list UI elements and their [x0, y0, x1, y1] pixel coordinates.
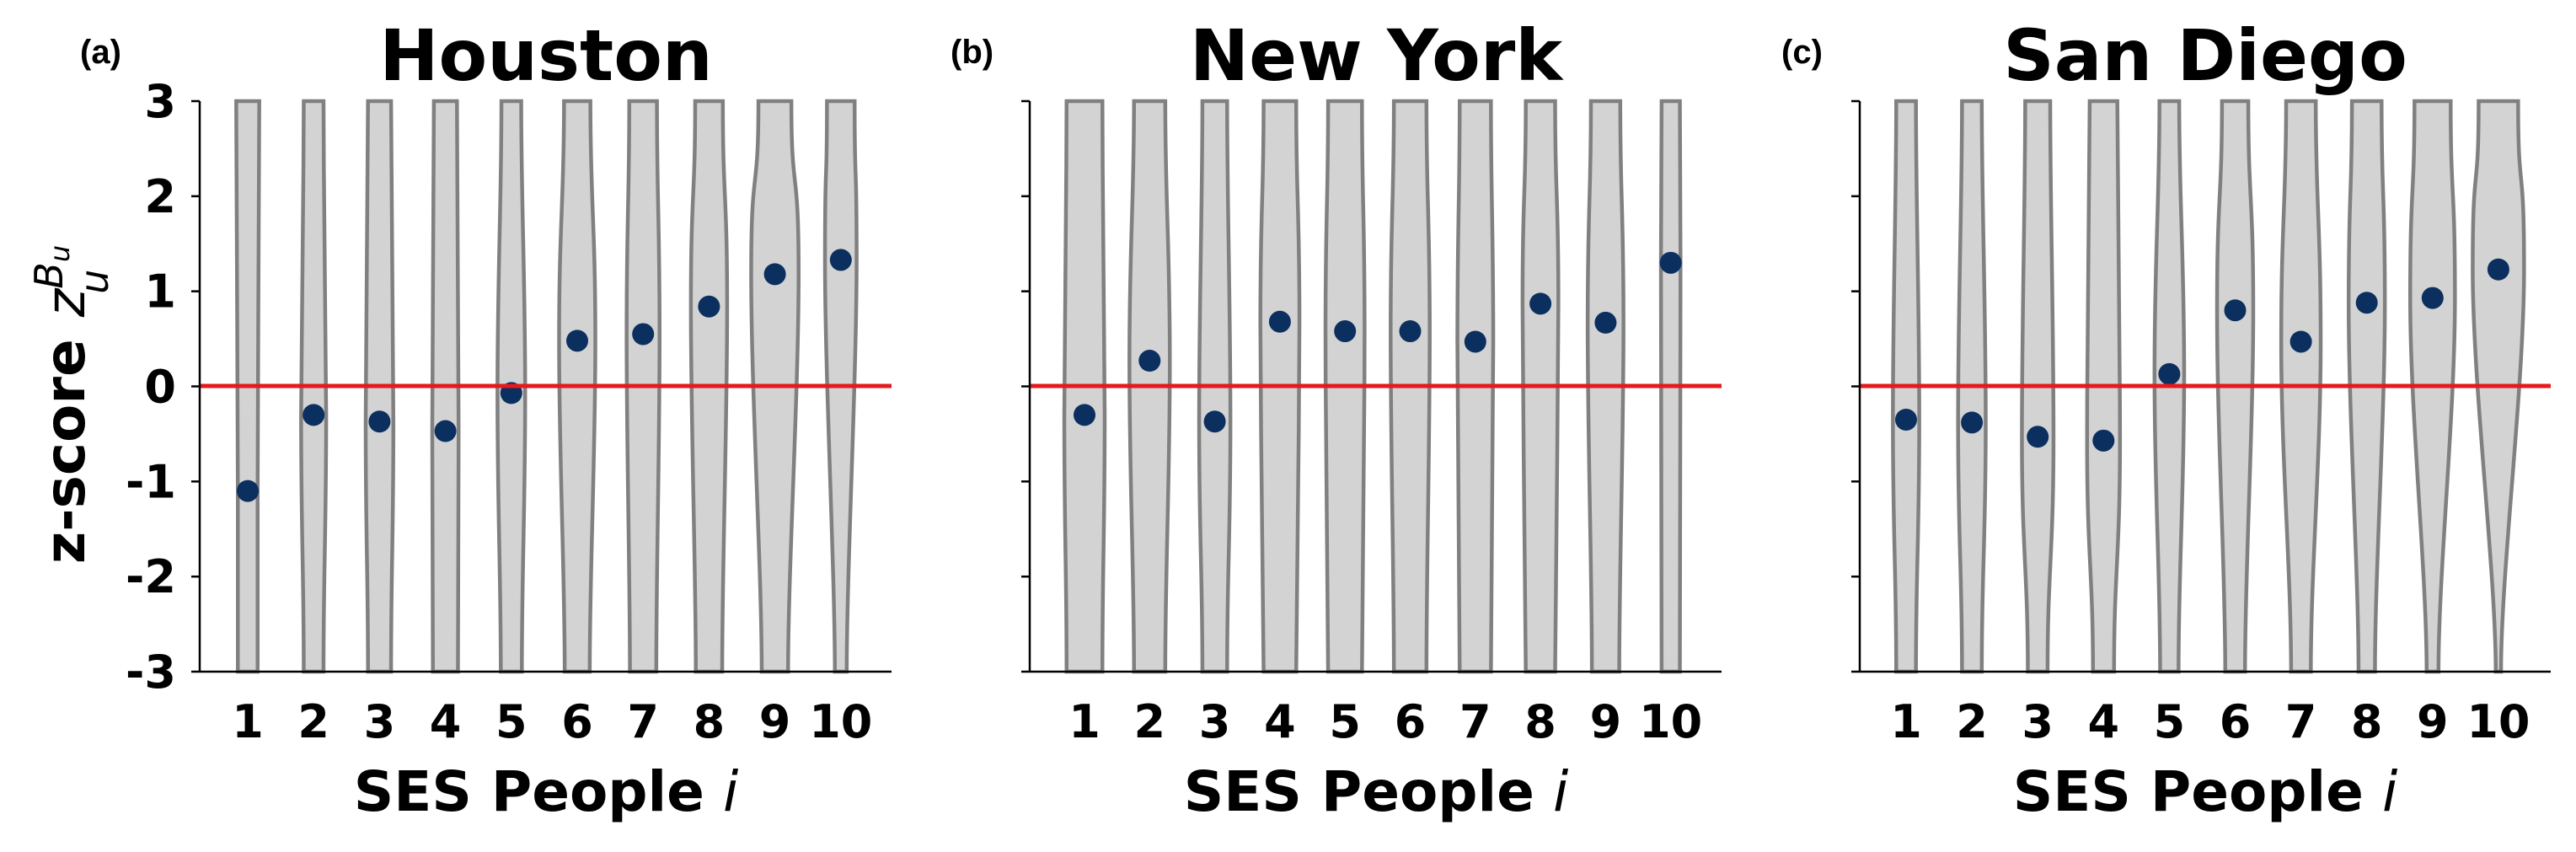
mean-point-5: [2158, 362, 2181, 385]
mean-point-8: [2355, 292, 2378, 314]
x-axis-label: SES People i: [2013, 759, 2398, 824]
x-axis: 1 2 3 4 5 6 7 8 9 10: [1030, 670, 1722, 748]
x-tick-label: 8: [1524, 695, 1556, 748]
mean-point-8: [698, 295, 720, 318]
mean-point-3: [2027, 426, 2049, 448]
x-tick-label: 5: [2154, 695, 2186, 748]
x-axis-label: SES People i: [1184, 759, 1569, 824]
x-tick-label: 3: [1199, 695, 1231, 748]
panel-title: New York: [1190, 14, 1564, 97]
x-tick-label: 9: [1590, 695, 1622, 748]
x-tick-label: 10: [2466, 695, 2530, 748]
y-tick-label: 3: [144, 75, 176, 128]
mean-point-10: [1659, 251, 1682, 274]
mean-point-1: [1074, 404, 1095, 426]
panel-label: (a): [80, 34, 121, 71]
mean-point-2: [1138, 350, 1161, 372]
x-axis-label: SES People i: [354, 759, 739, 824]
x-tick-label: 1: [232, 695, 264, 748]
mean-point-7: [1464, 330, 1486, 353]
mean-point-8: [1529, 292, 1552, 315]
mean-point-6: [566, 330, 588, 352]
x-tick-label: 8: [2351, 695, 2383, 748]
y-axis: [1021, 99, 1031, 673]
mean-point-6: [1399, 320, 1422, 343]
x-tick-label: 4: [430, 695, 462, 748]
y-tick-label: 0: [144, 361, 176, 414]
mean-point-7: [632, 323, 655, 346]
x-tick-label: 10: [1639, 695, 1702, 748]
x-tick-label: 4: [1264, 695, 1296, 748]
mean-point-2: [303, 404, 325, 426]
x-tick-label: 7: [1459, 695, 1492, 748]
mean-point-10: [829, 249, 852, 271]
mean-point-3: [1203, 410, 1226, 433]
x-tick-label: 1: [1890, 695, 1922, 748]
y-tick-label: -2: [126, 550, 176, 603]
x-tick-label: 2: [1956, 695, 1988, 748]
mean-point-10: [2487, 258, 2509, 281]
x-tick-label: 2: [1134, 695, 1166, 748]
y-axis: -3 -2 -1 0 1 2 3: [126, 75, 201, 699]
x-tick-label: 1: [1068, 695, 1101, 748]
mean-points: [1895, 258, 2509, 452]
mean-point-1: [1895, 408, 1917, 431]
x-tick-label: 5: [495, 695, 528, 748]
y-axis-label: z-scorezBuu: [26, 245, 117, 564]
x-tick-label: 6: [1395, 695, 1427, 748]
x-tick-label: 8: [694, 695, 726, 748]
x-tick-label: 6: [2220, 695, 2252, 748]
x-tick-label: 9: [759, 695, 791, 748]
x-tick-label: 7: [2285, 695, 2317, 748]
mean-point-9: [763, 263, 786, 286]
y-tick-label: -1: [126, 455, 176, 508]
x-tick-label: 7: [627, 695, 659, 748]
mean-point-4: [1268, 310, 1291, 333]
mean-point-1: [237, 480, 259, 502]
x-tick-label: 4: [2088, 695, 2120, 748]
panel-new-york: (b) New York 1 2 3 4 5 6 7 8 9 10 SES People i: [951, 14, 1722, 824]
mean-point-6: [2224, 299, 2247, 322]
panel-san-diego: (c) San Diego 1 2 3 4 5 6 7 8 9 10 SES People i: [1781, 14, 2551, 824]
mean-point-3: [368, 410, 391, 433]
x-tick-label: 9: [2417, 695, 2449, 748]
y-tick-label: -3: [126, 646, 176, 699]
x-tick-label: 5: [1329, 695, 1361, 748]
x-tick-label: 2: [297, 695, 329, 748]
mean-point-4: [434, 420, 457, 442]
mean-point-7: [2289, 330, 2312, 353]
panel-title: Houston: [379, 14, 712, 97]
mean-point-4: [2092, 429, 2115, 452]
y-tick-label: 2: [144, 170, 176, 223]
x-tick-label: 3: [364, 695, 396, 748]
mean-point-2: [1961, 411, 1984, 434]
x-axis: 1 2 3 4 5 6 7 8 9 10: [1860, 670, 2551, 748]
mean-point-9: [2421, 287, 2444, 309]
mean-points: [237, 249, 852, 502]
panel-label: (b): [951, 34, 993, 71]
panel-label: (c): [1781, 34, 1823, 71]
x-axis: 1 2 3 4 5 6 7 8 9 10: [200, 670, 892, 748]
y-axis: [1851, 99, 1861, 673]
y-tick-label: 1: [144, 265, 176, 319]
x-tick-label: 10: [809, 695, 872, 748]
panel-title: San Diego: [2003, 14, 2407, 97]
mean-points: [1074, 251, 1682, 433]
x-tick-label: 3: [2022, 695, 2054, 748]
mean-point-9: [1594, 311, 1617, 334]
x-tick-label: 6: [561, 695, 593, 748]
mean-point-5: [1334, 320, 1357, 343]
